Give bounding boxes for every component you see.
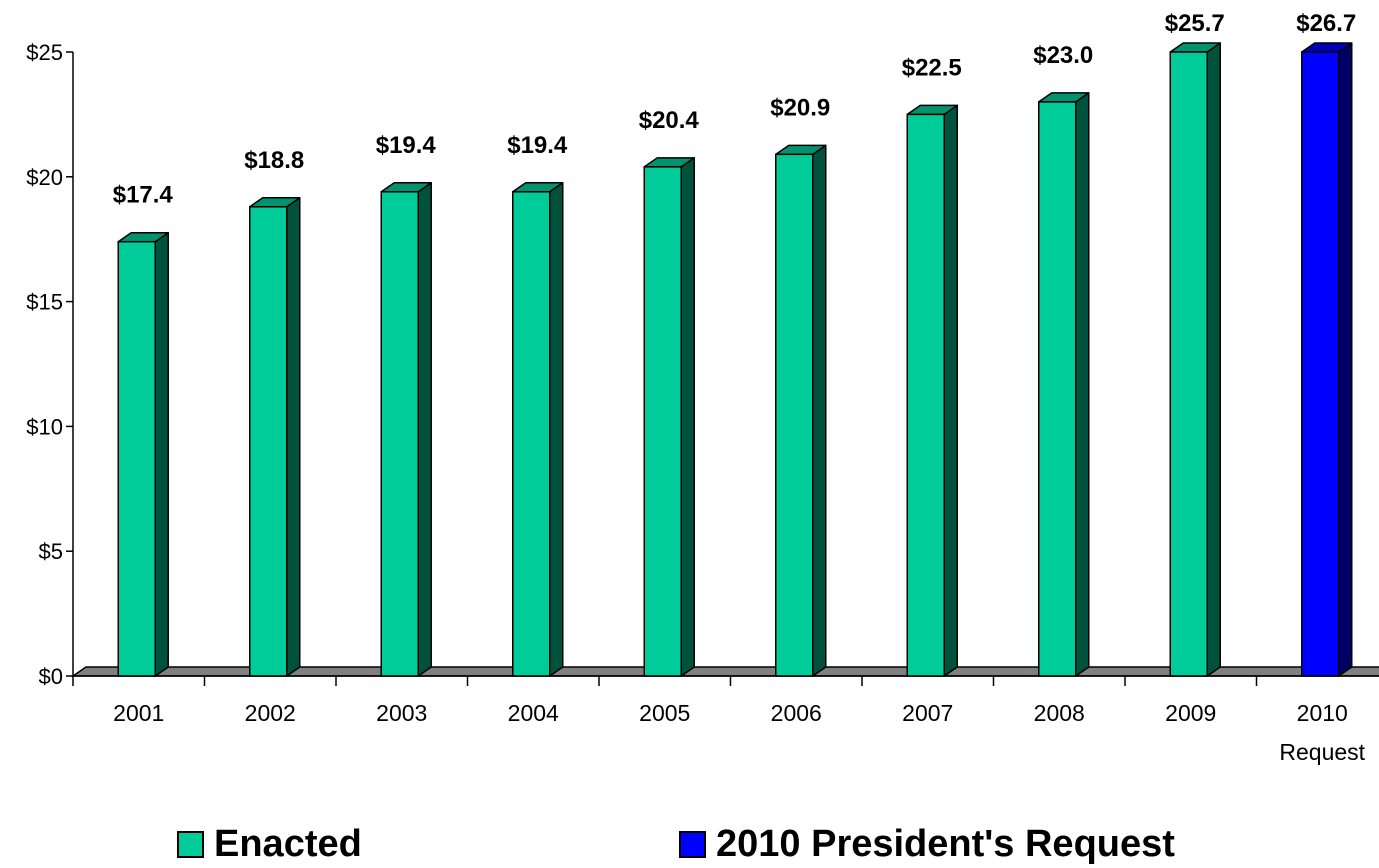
x-tick-label: 2010 <box>1297 700 1348 726</box>
bar-front <box>1038 101 1077 677</box>
legend-label-request: 2010 President's Request <box>716 822 1175 865</box>
data-label: $18.8 <box>244 147 304 174</box>
x-tick-label: 2009 <box>1165 700 1216 726</box>
x-tick-label: 2007 <box>902 700 953 726</box>
legend-swatch-request <box>679 830 706 858</box>
bar-2010 <box>1301 42 1353 677</box>
bar-2009 <box>1169 42 1221 677</box>
legend-swatch-enacted <box>177 830 204 858</box>
bar-side <box>1338 42 1353 677</box>
x-tick-label: 2006 <box>771 700 822 726</box>
y-tick-label: $0 <box>39 664 63 689</box>
labels: $17.4 $18.8 $19.4 $19.4 $20.4 $20.9 $22.5 $23.0… <box>113 10 1357 209</box>
y-tick-label: $15 <box>26 290 63 315</box>
bar-front <box>249 206 288 677</box>
bar-front <box>775 153 814 677</box>
x-tick-label: 2005 <box>639 700 690 726</box>
bar-side <box>812 144 827 677</box>
bar-side <box>286 197 301 677</box>
bar-2003 <box>380 182 432 677</box>
data-label: $20.4 <box>639 107 700 134</box>
legend-enacted: Enacted <box>177 822 362 866</box>
bar-2004 <box>512 182 564 677</box>
y-tick-label: $5 <box>39 539 63 564</box>
bar-2008 <box>1038 92 1090 677</box>
data-label: $25.7 <box>1165 10 1225 37</box>
bar-front <box>380 191 419 677</box>
bar-front <box>1169 51 1208 677</box>
x-tick-label: 2001 <box>113 700 164 726</box>
bar-2007 <box>906 104 958 677</box>
bar-side <box>154 231 169 677</box>
x-tick-label: 2008 <box>1034 700 1085 726</box>
bar-front <box>906 113 945 677</box>
x-tick-label: 2002 <box>245 700 296 726</box>
bar-2005 <box>643 157 695 677</box>
y-tick-label: $10 <box>26 414 63 439</box>
bars <box>117 42 1353 677</box>
bar-side <box>1206 42 1221 677</box>
bar-front <box>512 191 551 677</box>
x-tick-sublabel: Request <box>1279 739 1365 765</box>
bar-front <box>117 240 156 677</box>
bar-2002 <box>249 197 301 677</box>
data-label: $20.9 <box>770 94 830 121</box>
bar-2001 <box>117 231 169 677</box>
data-label: $19.4 <box>376 132 437 159</box>
data-label: $22.5 <box>902 54 962 81</box>
x-tick-label: 2004 <box>508 700 559 726</box>
bar-side <box>1075 92 1090 677</box>
axes: $0 $5 $10 $15 $20 $25 2001 2002 2003 2004 2005 2006… <box>26 40 1379 765</box>
bar-front <box>643 166 682 677</box>
bar-front <box>1301 51 1340 677</box>
data-label: $19.4 <box>507 132 568 159</box>
x-tick-label: 2003 <box>376 700 427 726</box>
legend-label-enacted: Enacted <box>214 822 362 865</box>
bar-side <box>549 182 564 677</box>
bar-side <box>943 104 958 677</box>
bar-side <box>680 157 695 677</box>
data-label: $23.0 <box>1033 42 1093 69</box>
data-label: $17.4 <box>113 182 174 209</box>
legend-request: 2010 President's Request <box>679 822 1175 866</box>
bar-side <box>417 182 432 677</box>
bar-2006 <box>775 144 827 677</box>
data-label: $26.7 <box>1296 10 1356 37</box>
y-tick-label: $20 <box>26 165 63 190</box>
y-tick-label: $25 <box>26 40 63 65</box>
